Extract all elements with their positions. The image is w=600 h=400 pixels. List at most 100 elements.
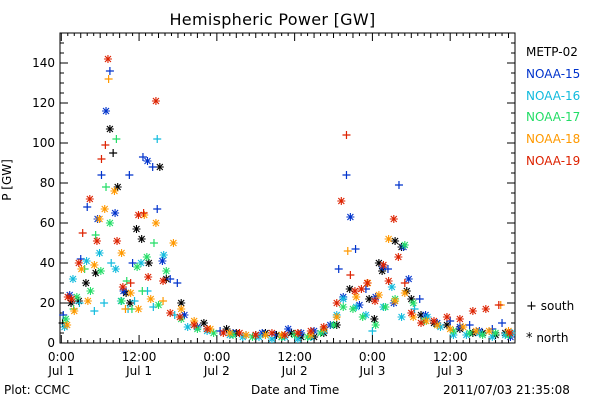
data-point [352,293,361,301]
data-point [153,205,162,213]
data-point [109,149,118,157]
timestamp: 2011/07/03 21:35:08 [443,383,570,397]
data-point [400,241,409,249]
x-tick-date-label: Jul 1 [47,364,74,378]
data-point [104,75,113,83]
data-point [371,293,380,301]
data-point [400,289,409,297]
data-point [148,163,157,171]
legend-item-noaa-19: NOAA-19 [526,151,580,173]
data-point [118,283,127,291]
data-point [280,331,289,339]
x-tick-date-label: Jul 2 [281,364,308,378]
y-axis-label-container: P [GW] [0,159,14,201]
legend-label: NOAA-16 [526,88,581,103]
data-point [149,239,158,247]
data-point [251,331,260,339]
legend-item-noaa-18: NOAA-18 [526,129,580,151]
data-point [478,331,487,339]
data-point [355,301,364,309]
data-point [267,335,276,343]
data-point [190,321,199,329]
data-point [446,325,455,333]
y-tick-label: 60 [40,216,55,230]
y-tick-label: 80 [40,176,55,190]
data-point [481,305,490,313]
data-point [63,321,72,329]
x-tick-date-label: Jul 3 [436,364,463,378]
data-point [92,237,101,245]
y-tick-label: 20 [40,296,55,310]
data-point [351,245,360,253]
data-point [389,215,398,223]
data-point [290,331,299,339]
data-point [177,305,186,313]
data-point [345,285,354,293]
asterisk-marker-icon: * [526,331,533,346]
data-point [465,321,474,329]
series-noaa-17 [61,135,513,341]
data-point [261,331,270,339]
data-point [90,307,99,315]
plus-marker-icon: + [526,299,537,314]
data-point [409,313,418,321]
data-point [332,299,341,307]
legend-item-metp-02: METP-02 [526,42,580,64]
y-tick-label: 40 [40,256,55,270]
data-point [100,299,109,307]
data-point [337,197,346,205]
data-point [180,311,189,319]
data-point [267,329,276,337]
data-point [117,297,126,305]
x-tick-time-label: 0:00 [48,350,75,364]
data-point [102,107,111,115]
data-point [339,295,348,303]
data-point [358,313,367,321]
data-point [378,263,387,271]
data-point [407,309,416,317]
data-point [130,297,139,305]
data-point [342,171,351,179]
data-point [258,329,267,337]
legend-label: NOAA-15 [526,66,581,81]
data-point [379,261,388,269]
data-point [140,211,149,219]
data-point [151,97,160,105]
data-point [102,183,111,191]
data-point [361,311,370,319]
data-point [155,163,164,171]
data-point [134,211,143,219]
data-point [121,305,130,313]
data-point [100,205,109,213]
data-point [254,333,263,341]
data-point [417,319,426,327]
x-tick-time-label: 0:00 [203,350,230,364]
data-point [105,125,114,133]
data-point [159,251,168,259]
legend-item-noaa-16: NOAA-16 [526,86,580,108]
data-point [144,273,153,281]
data-point [384,235,393,243]
data-point [415,295,424,303]
data-point [332,313,341,321]
marker-legend-south: + south [526,299,574,314]
data-point [472,327,481,335]
plot-credit: Plot: CCMC [4,383,70,397]
data-point [68,275,77,283]
data-point [505,329,514,337]
data-point [175,313,184,321]
data-point [391,297,400,305]
data-point [151,219,160,227]
data-point [122,277,131,285]
data-point [465,329,474,337]
data-point [70,307,79,315]
data-point [97,155,106,163]
data-point [74,297,83,305]
data-point [78,229,87,237]
data-point [143,157,152,165]
data-point [133,263,142,271]
data-point [238,333,247,341]
data-point [97,171,106,179]
